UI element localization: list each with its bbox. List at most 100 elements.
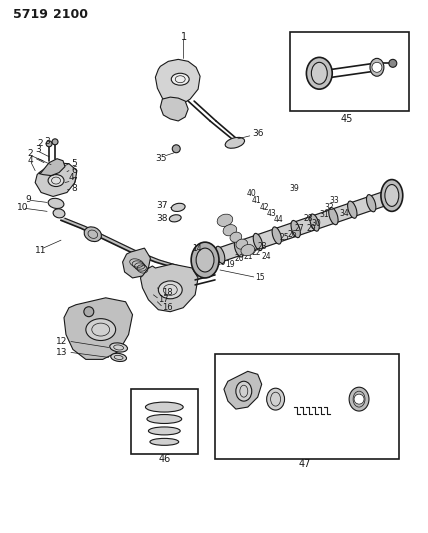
Text: 10: 10 [17, 203, 29, 212]
Ellipse shape [158, 281, 182, 299]
Text: 28: 28 [303, 214, 313, 223]
Ellipse shape [349, 387, 369, 411]
Text: 18: 18 [162, 288, 173, 297]
Polygon shape [35, 163, 77, 197]
Circle shape [52, 139, 58, 145]
Ellipse shape [48, 175, 64, 187]
Text: 19: 19 [205, 265, 216, 274]
Text: 9: 9 [25, 195, 31, 204]
Text: 34: 34 [339, 209, 349, 218]
Ellipse shape [225, 138, 244, 148]
Ellipse shape [236, 239, 248, 249]
Circle shape [172, 145, 180, 153]
Ellipse shape [171, 203, 185, 212]
Text: 20: 20 [215, 257, 226, 266]
Text: 4: 4 [69, 173, 74, 182]
Circle shape [84, 306, 94, 317]
Text: 31: 31 [319, 210, 329, 219]
Bar [215, 354, 399, 459]
Polygon shape [224, 372, 262, 409]
Bar [131, 389, 198, 454]
Text: 23: 23 [258, 241, 268, 251]
Text: 14: 14 [192, 244, 202, 253]
Text: 25: 25 [279, 233, 289, 241]
Circle shape [46, 141, 52, 147]
Ellipse shape [370, 58, 384, 76]
Text: 12: 12 [56, 337, 67, 346]
Text: 5719: 5719 [13, 7, 48, 21]
Text: 17: 17 [158, 295, 169, 304]
Ellipse shape [311, 62, 327, 84]
Text: 38: 38 [156, 214, 168, 223]
Ellipse shape [48, 198, 64, 208]
Text: 37: 37 [156, 201, 168, 210]
Text: 44: 44 [273, 215, 283, 224]
Circle shape [354, 394, 364, 404]
Text: 42: 42 [260, 203, 269, 212]
Text: 5: 5 [71, 159, 77, 168]
Text: 24: 24 [262, 252, 271, 261]
Ellipse shape [223, 224, 237, 236]
Text: 46: 46 [158, 454, 170, 464]
Text: 16: 16 [162, 303, 173, 312]
Ellipse shape [241, 245, 255, 256]
Ellipse shape [169, 215, 181, 222]
Ellipse shape [253, 233, 263, 251]
Ellipse shape [236, 381, 252, 401]
Ellipse shape [191, 242, 219, 278]
Ellipse shape [235, 240, 244, 257]
Text: 2: 2 [37, 139, 43, 148]
Ellipse shape [146, 402, 183, 412]
Text: 11: 11 [35, 246, 47, 255]
Polygon shape [39, 159, 65, 175]
Ellipse shape [348, 201, 357, 218]
Ellipse shape [310, 214, 319, 231]
Text: 6: 6 [71, 166, 77, 175]
Text: 3: 3 [44, 138, 50, 147]
Ellipse shape [381, 180, 403, 212]
Ellipse shape [329, 207, 338, 225]
Ellipse shape [147, 415, 182, 424]
Ellipse shape [291, 221, 300, 238]
Text: 43: 43 [267, 209, 276, 218]
Ellipse shape [150, 438, 179, 446]
Polygon shape [122, 248, 150, 278]
Text: 15: 15 [255, 273, 265, 282]
Text: 45: 45 [341, 114, 354, 124]
Text: 29: 29 [306, 224, 316, 233]
Text: 21: 21 [244, 252, 253, 261]
Ellipse shape [53, 209, 65, 218]
Circle shape [389, 59, 397, 67]
Text: 35: 35 [155, 154, 167, 163]
Ellipse shape [111, 353, 127, 361]
Text: 39: 39 [289, 184, 299, 193]
Ellipse shape [149, 427, 180, 435]
Text: 22: 22 [252, 248, 261, 256]
Text: 8: 8 [71, 184, 77, 193]
Text: 20: 20 [235, 254, 244, 263]
Ellipse shape [196, 248, 214, 272]
Ellipse shape [84, 227, 101, 241]
Text: 36: 36 [253, 130, 264, 139]
Text: 7: 7 [71, 177, 77, 186]
Text: 47: 47 [298, 459, 311, 469]
Text: 32: 32 [324, 203, 334, 212]
Text: 19: 19 [225, 260, 235, 269]
Text: 41: 41 [252, 196, 262, 205]
Ellipse shape [86, 319, 116, 341]
Polygon shape [160, 97, 188, 121]
Text: 30: 30 [311, 219, 321, 228]
Text: 26: 26 [288, 230, 297, 239]
Polygon shape [61, 219, 179, 268]
Text: 27: 27 [294, 224, 304, 233]
Polygon shape [64, 298, 133, 359]
Ellipse shape [171, 73, 189, 85]
Ellipse shape [366, 195, 376, 212]
Ellipse shape [272, 227, 282, 244]
Text: 4: 4 [27, 156, 33, 165]
Ellipse shape [306, 58, 332, 89]
Ellipse shape [230, 232, 242, 243]
Ellipse shape [267, 388, 285, 410]
Ellipse shape [385, 184, 399, 206]
Circle shape [372, 62, 382, 72]
